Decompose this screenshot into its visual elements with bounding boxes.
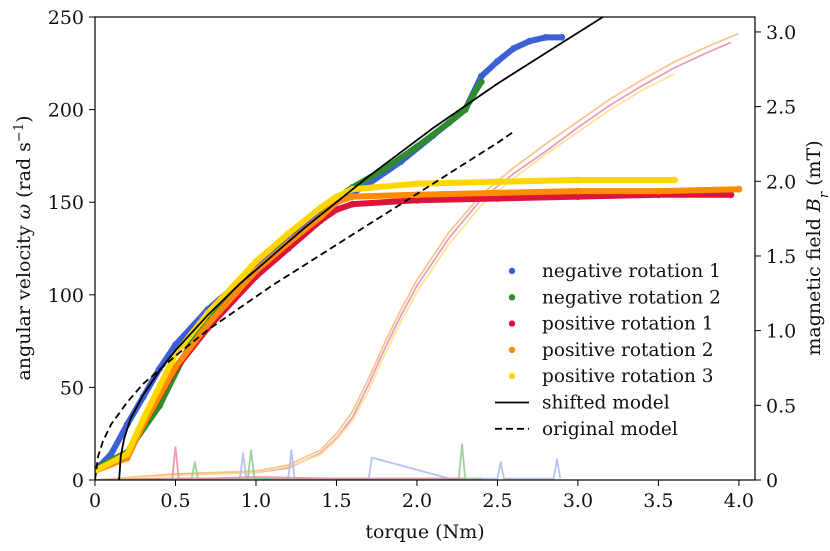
legend-marker — [508, 373, 516, 380]
series-magnetic-field-green — [95, 443, 482, 480]
data-point — [574, 193, 582, 201]
x-tick-label: 4.0 — [724, 490, 754, 512]
legend-label: positive rotation 1 — [542, 314, 714, 335]
legend-label: negative rotation 1 — [542, 261, 721, 282]
y2-tick-label: 0.5 — [766, 395, 796, 417]
y2-tick-label: 2.5 — [766, 97, 796, 119]
x-axis-ticks: 0 0.5 1.0 1.5 2.0 2.5 3.0 3.5 4.0 — [89, 480, 754, 512]
series-line — [95, 34, 565, 474]
legend-label: negative rotation 2 — [542, 287, 721, 308]
data-point — [727, 191, 735, 199]
y-tick-label: 200 — [48, 100, 84, 122]
data-point — [671, 176, 678, 184]
legend-label: shifted model — [542, 393, 670, 414]
series-negative-rotation-1 — [95, 34, 566, 475]
x-tick-label: 0.5 — [160, 490, 190, 512]
series-magnetic-field-yellow — [95, 72, 675, 480]
legend-item-positive-rotation-1: positive rotation 1 — [508, 314, 714, 335]
legend-marker — [508, 320, 516, 327]
x-tick-label: 2.5 — [482, 490, 512, 512]
data-point — [204, 321, 212, 328]
legend-item-negative-rotation-1: negative rotation 1 — [508, 261, 721, 282]
data-point — [333, 206, 340, 214]
data-point — [655, 187, 662, 195]
y2-tick-label: 0 — [766, 470, 778, 492]
data-point — [139, 415, 147, 423]
series-positive-rotation-2 — [95, 185, 743, 475]
legend-label: original model — [542, 419, 678, 440]
y2-tick-label: 3.0 — [766, 22, 796, 44]
legend-item-original-model: original model — [495, 419, 678, 440]
data-point — [735, 185, 743, 193]
x-tick-label: 0 — [89, 490, 101, 512]
data-point — [574, 176, 582, 184]
data-point — [445, 119, 453, 126]
series-magnetic-field-red — [95, 446, 466, 480]
data-point — [349, 193, 356, 201]
y2-tick-label: 1.5 — [766, 246, 796, 268]
x-tick-label: 2.0 — [402, 490, 432, 512]
data-point — [510, 45, 517, 52]
data-point — [574, 187, 582, 195]
data-point — [413, 180, 421, 188]
y2-tick-label: 1.0 — [766, 321, 796, 343]
data-point — [494, 58, 501, 65]
data-point — [123, 450, 131, 458]
series-magnetic-field-orange — [95, 32, 740, 480]
data-point — [494, 189, 501, 197]
legend-label: positive rotation 2 — [542, 340, 714, 361]
legend-marker — [508, 294, 516, 301]
series-shifted-model — [118, 17, 605, 480]
y-tick-label: 150 — [48, 192, 84, 214]
x-tick-label: 1.5 — [321, 490, 351, 512]
y-axis-ticks: 0 50 100 150 200 250 — [48, 7, 95, 492]
legend-item-positive-rotation-2: positive rotation 2 — [508, 340, 714, 361]
legend: negative rotation 1 negative rotation 2 po… — [495, 261, 721, 440]
x-axis-title: torque (Nm) — [365, 521, 484, 543]
data-point — [204, 309, 212, 317]
series-layer — [95, 17, 743, 480]
data-point — [172, 363, 179, 371]
data-point — [333, 193, 340, 201]
legend-item-shifted-model: shifted model — [495, 393, 670, 414]
data-point — [107, 450, 115, 458]
series-line — [95, 177, 678, 474]
data-point — [317, 204, 324, 212]
data-point — [494, 195, 501, 202]
series-original-model — [95, 131, 515, 480]
data-point — [317, 213, 324, 221]
y2-axis-title: magnetic field Br (mT) — [803, 140, 830, 355]
data-point — [526, 37, 533, 45]
data-point — [252, 258, 260, 265]
legend-marker — [508, 346, 516, 354]
x-tick-label: 1.0 — [241, 490, 271, 512]
y-tick-label: 100 — [48, 285, 84, 307]
x-tick-label: 3.5 — [643, 490, 673, 512]
y2-axis-ticks: 0 0.5 1.0 1.5 2.0 2.5 3.0 — [755, 22, 796, 492]
data-point — [381, 165, 389, 173]
y2-tick-label: 2.0 — [766, 171, 796, 193]
data-point — [558, 34, 566, 41]
x-tick-label: 3.0 — [563, 490, 593, 512]
y-axis-title: angular velocity ω (rad s−1) — [12, 115, 36, 380]
data-point — [469, 91, 477, 99]
y-tick-label: 250 — [48, 7, 84, 29]
legend-item-positive-rotation-3: positive rotation 3 — [508, 366, 714, 387]
legend-label: positive rotation 3 — [542, 366, 714, 387]
plot-frame — [94, 16, 756, 481]
data-point — [494, 178, 501, 186]
data-point — [413, 196, 421, 204]
y-tick-label: 0 — [72, 470, 84, 492]
data-point — [284, 230, 292, 238]
data-point — [349, 200, 356, 208]
legend-item-negative-rotation-2: negative rotation 2 — [508, 287, 721, 308]
data-point — [477, 72, 485, 80]
data-point — [172, 341, 179, 349]
data-point — [413, 143, 421, 151]
data-point — [477, 78, 485, 86]
legend-marker — [508, 267, 516, 275]
y-tick-label: 50 — [60, 377, 84, 399]
data-point — [542, 34, 550, 41]
